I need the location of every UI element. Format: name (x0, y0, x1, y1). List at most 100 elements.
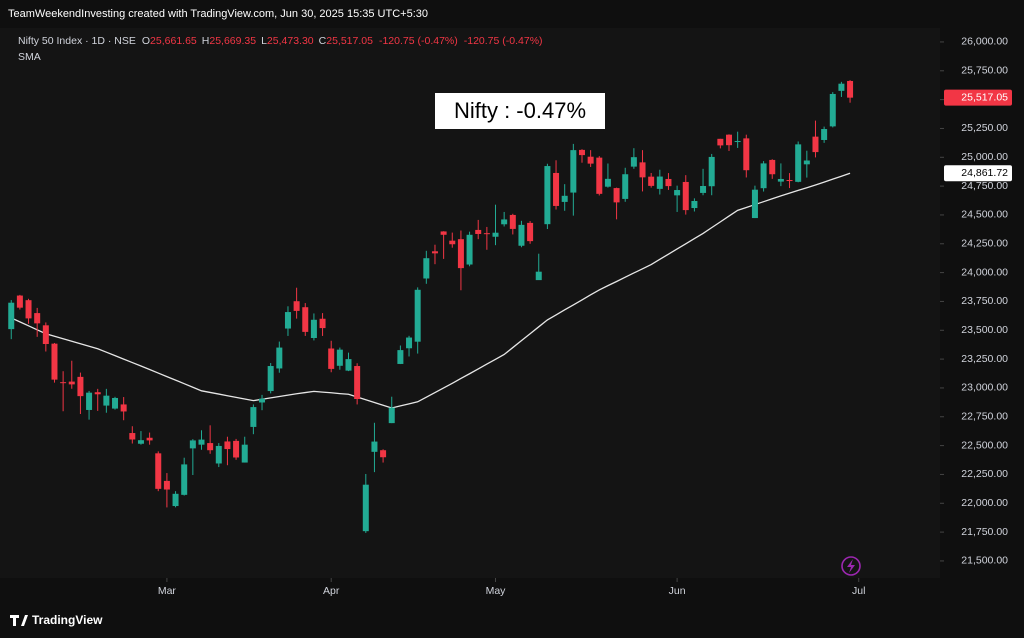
candle-body (198, 439, 205, 445)
candle-body (155, 453, 162, 489)
candle-body (639, 162, 646, 178)
y-tick-label: 21,500.00 (961, 555, 1008, 567)
legend: Nifty 50 Index · 1D · NSE O25,661.65 H25,6… (18, 35, 543, 47)
candle-body (293, 301, 300, 311)
candle-body (120, 404, 127, 412)
candle-body (328, 348, 335, 369)
candle-body (743, 138, 750, 171)
candle-body (440, 231, 447, 235)
candle-body (129, 433, 136, 440)
candle-body (596, 157, 603, 194)
candle-body (725, 134, 732, 146)
candle-body (224, 441, 231, 450)
candle-body (700, 185, 707, 193)
candle-body (25, 300, 32, 319)
candle-body (388, 407, 395, 424)
candle-body (492, 232, 499, 237)
candle-body (466, 234, 473, 265)
candle-body (276, 347, 283, 369)
candle-body (527, 222, 534, 242)
annotation-background (435, 93, 605, 129)
candle-body (423, 258, 430, 279)
y-tick-label: 22,250.00 (961, 468, 1008, 480)
x-tick-label: Mar (158, 585, 177, 597)
candle-body (795, 144, 802, 182)
candle-body (207, 443, 214, 451)
brand: TradingView (32, 613, 103, 627)
candle-body (821, 129, 828, 140)
y-tick-label: 23,750.00 (961, 295, 1008, 307)
y-tick-label: 23,500.00 (961, 324, 1008, 336)
candle-body (812, 136, 819, 153)
candle-body (189, 440, 196, 449)
y-tick-label: 23,000.00 (961, 382, 1008, 394)
y-tick-label: 22,000.00 (961, 497, 1008, 509)
logo (10, 615, 28, 626)
candle-body (656, 176, 663, 189)
candle-body (371, 441, 378, 452)
candle-body (137, 440, 144, 444)
candle-body (847, 80, 854, 98)
candle-body (60, 382, 67, 384)
alert-circle[interactable] (841, 556, 861, 576)
candle-body (691, 200, 698, 209)
legend-value: 25,517.05 (326, 35, 373, 47)
alert-icon[interactable] (841, 556, 861, 576)
candle-body (241, 444, 248, 463)
candle-body (777, 178, 784, 182)
candle-body (354, 366, 361, 400)
legend-value: 25,661.65 (150, 35, 197, 47)
candle-body (769, 159, 776, 175)
candle-body (68, 381, 75, 385)
annotation-box: Nifty : -0.47% (435, 93, 605, 129)
candle-body (103, 395, 110, 406)
candle-body (233, 440, 240, 458)
candle-body (250, 407, 257, 427)
legend-change: -120.75 (-0.47%) (464, 35, 543, 47)
candle-body (630, 157, 637, 167)
candle-body (215, 445, 222, 464)
candle-body (829, 93, 836, 127)
candle-body (310, 319, 317, 339)
y-tick-label: 24,000.00 (961, 266, 1008, 278)
candle-body (734, 141, 741, 143)
candle-body (803, 160, 810, 165)
candle-body (259, 398, 266, 403)
candle-body (544, 166, 551, 225)
y-tick-label: 24,750.00 (961, 180, 1008, 192)
y-tick-label: 25,750.00 (961, 65, 1008, 77)
marks (8, 80, 854, 533)
legend-value: 25,669.35 (209, 35, 256, 47)
candle-body (86, 392, 93, 410)
legend-key: O (142, 35, 150, 47)
price-tag-label: 25,517.05 (961, 91, 1008, 103)
indicator-label: SMA (18, 51, 41, 63)
candle-body (431, 251, 438, 254)
price-tag (944, 89, 1012, 106)
x-tick-label: May (486, 585, 507, 597)
candle-body (518, 224, 525, 246)
candle-body (561, 195, 568, 202)
candle-body (613, 188, 620, 203)
candle-body (397, 350, 404, 364)
caption: TeamWeekendInvesting created with Tradin… (8, 8, 428, 20)
candle-body (509, 214, 516, 229)
legend-key: L (261, 35, 267, 47)
candle-body (51, 343, 58, 380)
candle-body (146, 437, 153, 441)
candle-body (717, 138, 724, 146)
x-tick-label: Apr (323, 585, 340, 597)
y-tick-label: 26,000.00 (961, 36, 1008, 48)
alert-bolt[interactable] (847, 559, 855, 573)
candle-body (77, 376, 84, 397)
candle-body (163, 480, 170, 490)
y-tick-label: 22,750.00 (961, 411, 1008, 423)
candle-body (267, 366, 274, 392)
candle-body (16, 295, 23, 308)
x-tick-label: Jul (852, 585, 865, 597)
sma-line (10, 172, 851, 409)
candle-body (786, 180, 793, 182)
candle-body (587, 156, 594, 164)
